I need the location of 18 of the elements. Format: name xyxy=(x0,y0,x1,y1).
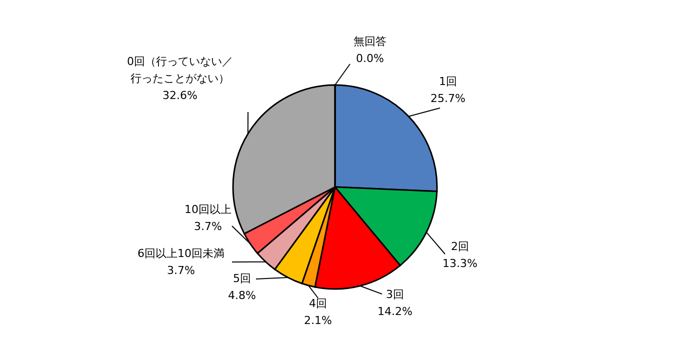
data-label: 3.7% xyxy=(167,264,195,277)
text: 0.0% xyxy=(356,52,384,65)
data-label: 13.3% xyxy=(442,257,478,270)
data-label: 4.8% xyxy=(228,289,256,302)
slice-label: 6回以上10回未満 xyxy=(138,247,224,260)
data-label: 25.7% xyxy=(430,92,466,105)
data-label: 2.1% xyxy=(304,314,332,327)
data-label: 32.6% xyxy=(162,89,198,102)
slice-label: 2回 xyxy=(451,240,469,253)
slice-label: 3回 xyxy=(386,288,404,301)
slice-label: 4回 xyxy=(309,297,327,310)
category-label: 無回答 xyxy=(354,35,386,48)
slice-label: 10回以上 xyxy=(184,203,232,216)
slice-label: 0回（行っていない／行ったことがない） xyxy=(127,55,233,85)
slice-label: 5回 xyxy=(233,272,251,285)
slice-label: 1回 xyxy=(439,75,457,88)
data-label: 3.7% xyxy=(194,220,222,233)
data-label: 14.2% xyxy=(378,305,412,318)
